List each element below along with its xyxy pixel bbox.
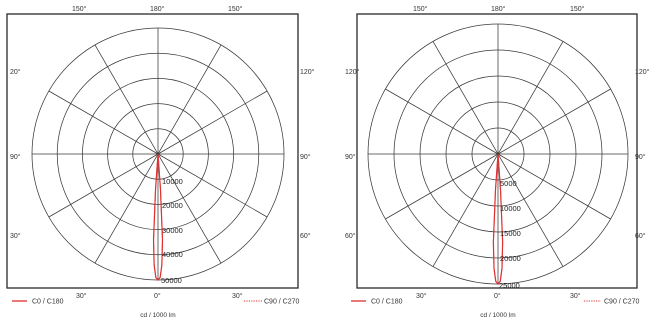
legend-dotted-label-left: C90 / C270: [264, 299, 300, 306]
radial-tick-1: 5000: [500, 179, 517, 188]
unit-label-left: cd / 1000 lm: [140, 312, 175, 319]
curve-c90-c270: [492, 153, 504, 285]
grid-spoke: [94, 153, 159, 264]
radial-tick-5: 25000: [499, 281, 520, 290]
angle-label-right-upper: 120°: [635, 68, 650, 76]
grid-spoke: [157, 153, 222, 264]
grid-spoke: [432, 153, 499, 267]
grid-spoke: [157, 90, 268, 155]
grid-spoke: [94, 44, 159, 155]
angle-label-right-upper: 120°: [300, 68, 315, 76]
radial-tick-4: 20000: [500, 254, 521, 263]
angle-label-bottom: 0°: [154, 292, 161, 300]
grid-left: [31, 27, 285, 281]
curves-right: [492, 153, 504, 285]
grid-spoke: [497, 153, 611, 220]
angle-label-right-mid: 90°: [635, 153, 646, 161]
angle-label-bottom-left: 30°: [416, 292, 427, 300]
grid-right: [367, 23, 629, 285]
angle-label-left-upper: 20°: [10, 68, 21, 76]
grid-spoke: [497, 153, 564, 267]
curve-c0-c180: [152, 153, 164, 281]
chart-frame-left: [6, 13, 299, 289]
angle-label-left-mid: 90°: [345, 153, 356, 161]
radial-tick-5: 50000: [161, 276, 182, 285]
angle-label-top-right: 150°: [228, 5, 243, 13]
legend-dotted-label-right: C90 / C270: [604, 299, 640, 306]
unit-label-right: cd / 1000 lm: [480, 312, 515, 319]
angle-label-top: 180°: [150, 5, 165, 13]
radial-tick-2: 10000: [500, 204, 521, 213]
grid-spoke: [497, 41, 564, 155]
grid-spoke: [157, 153, 268, 218]
angle-label-right-lower: 60°: [635, 232, 646, 240]
radial-tick-2: 20000: [162, 201, 183, 210]
legend-solid-label-left: C0 / C180: [32, 299, 64, 306]
legend-solid-label-right: C0 / C180: [371, 299, 403, 306]
grid-spoke: [48, 153, 159, 218]
angle-label-bottom-right: 30°: [570, 292, 581, 300]
radial-tick-3: 15000: [500, 229, 521, 238]
chart-frame-right: [356, 13, 638, 289]
angle-label-bottom: 0°: [494, 292, 501, 300]
radial-tick-1: 10000: [162, 177, 183, 186]
angle-label-left-lower: 60°: [345, 232, 356, 240]
angle-label-bottom-left: 30°: [76, 292, 87, 300]
grid-spoke: [497, 88, 611, 155]
grid-spoke: [157, 44, 222, 155]
angle-label-top-left: 150°: [72, 5, 87, 13]
angle-label-right-lower: 60°: [300, 232, 311, 240]
angle-label-left-upper: 120°: [345, 68, 360, 76]
angle-label-left-lower: 30°: [10, 232, 21, 240]
grid-spoke: [385, 153, 499, 220]
curves-left: [152, 153, 164, 281]
grid-spoke: [385, 88, 499, 155]
angle-label-top: 180°: [491, 5, 506, 13]
angle-label-left-mid: 90°: [10, 153, 21, 161]
grid-spoke: [432, 41, 499, 155]
angle-label-bottom-right: 30°: [232, 292, 243, 300]
angle-label-right-mid: 90°: [300, 153, 311, 161]
radial-tick-4: 40000: [162, 250, 183, 259]
angle-label-top-right: 150°: [570, 5, 585, 13]
grid-spoke: [48, 90, 159, 155]
angle-label-top-left: 150°: [413, 5, 428, 13]
polar-chart-left: 150° 180° 150° 20° 120° 90° 90° 30° 60° …: [6, 5, 315, 319]
radial-tick-3: 30000: [162, 226, 183, 235]
polar-chart-right: 150° 180° 150° 120° 120° 90° 90° 60° 60°…: [345, 5, 650, 319]
